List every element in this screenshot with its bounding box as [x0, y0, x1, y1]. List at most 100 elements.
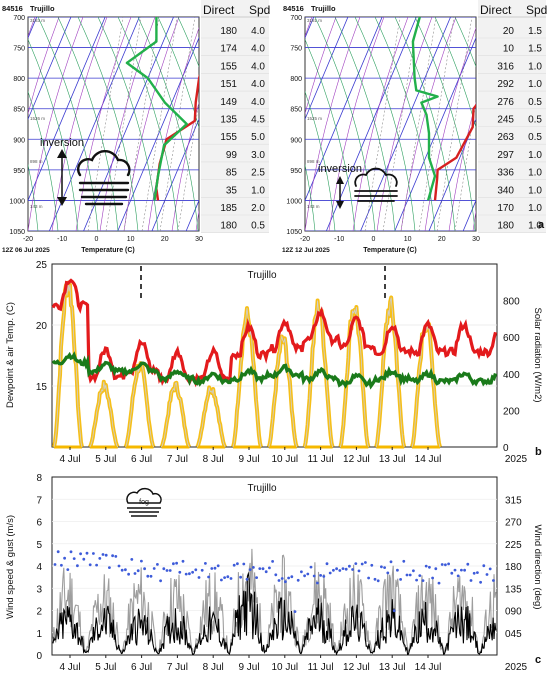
wind-speed-cell: 2.5	[251, 168, 265, 179]
wind-direction-point	[79, 552, 82, 556]
wind-direction-point	[338, 569, 342, 572]
wind-direction-point	[72, 557, 76, 560]
panel-b-ylabel-left: Dewpoint & air Temp. (C)	[5, 302, 16, 408]
wind-direction-cell: 99	[226, 150, 238, 161]
wind-speed-cell: 4.0	[251, 44, 265, 55]
wind-direction-point	[469, 579, 473, 582]
wind-direction-point	[232, 563, 236, 567]
wind-direction-point	[248, 568, 252, 571]
wind-direction-point	[344, 567, 348, 571]
wind-speed-cell: 4.0	[251, 79, 265, 90]
dry-adiabat	[352, 17, 409, 231]
pressure-tick-label: 1050	[286, 229, 302, 236]
wind-speed-cell: 1.0	[528, 79, 542, 90]
wind-speed-cell: 0.5	[528, 115, 542, 126]
x-tick-label: 5 Jul	[95, 454, 116, 465]
wind-direction-point	[412, 569, 415, 573]
wind-direction-point	[274, 573, 278, 577]
wind-direction-point	[460, 568, 463, 572]
left-tick-label: 0	[36, 651, 42, 662]
moist-adiabat	[28, 90, 59, 231]
solar-radiation-highlight	[375, 297, 405, 448]
isotherm	[117, 36, 199, 231]
wind-table-header-direction: Direct	[480, 3, 512, 17]
wind-direction-point	[415, 578, 418, 582]
wind-direction-point	[85, 551, 89, 555]
wind-speed-cell: 4.0	[251, 26, 265, 37]
x-tick-label: 14 Jul	[415, 662, 442, 673]
solar-radiation-highlight	[161, 382, 190, 448]
wind-direction-cell: 149	[220, 97, 237, 108]
pressure-tick-label: 800	[13, 76, 25, 83]
mixing-ratio	[400, 17, 437, 231]
wind-direction-point	[220, 578, 223, 582]
wind-direction-point	[364, 561, 367, 564]
wind-direction-point	[370, 563, 374, 567]
wind-direction-point	[277, 579, 281, 582]
right-tick-label: 045	[505, 629, 522, 640]
x-tick-label: 9 Jul	[238, 454, 259, 465]
wind-direction-point	[408, 573, 412, 577]
mixing-ratio	[123, 17, 160, 231]
wind-speed-cell: 4.0	[251, 61, 265, 72]
dry-adiabat	[28, 17, 84, 231]
right-tick-label: 0	[503, 443, 509, 454]
wind-direction-point	[104, 553, 108, 557]
wind-direction-point	[82, 557, 86, 561]
solar-radiation-highlight	[89, 381, 119, 448]
isotherm	[394, 36, 476, 231]
wind-direction-point	[178, 570, 182, 574]
left-tick-label: 6	[36, 518, 42, 529]
wind-direction-point	[117, 564, 121, 568]
pressure-tick-label: 1000	[9, 198, 25, 205]
wind-direction-point	[204, 562, 207, 565]
wind-direction-point	[194, 568, 198, 572]
moist-adiabat	[177, 17, 199, 68]
x-tick-label: 8 Jul	[203, 662, 224, 673]
wind-direction-point	[140, 559, 143, 563]
wind-direction-point	[399, 578, 402, 581]
wind-direction-cell: 85	[226, 168, 238, 179]
wind-direction-point	[53, 563, 57, 566]
dry-adiabat	[376, 17, 433, 231]
mixing-ratio	[141, 17, 178, 231]
wind-direction-cell: 155	[220, 132, 237, 143]
wind-speed-cell: 1.5	[528, 26, 542, 37]
station-id-left: 84516	[2, 4, 23, 13]
solar-radiation-highlight	[125, 362, 154, 448]
right-tick-label: 600	[503, 333, 520, 344]
wind-direction-point	[236, 562, 239, 566]
wind-direction-cell: 185	[220, 203, 237, 214]
sounding-right: 84516 Trujillo 700 750 800 850 900 950 1000 105…	[282, 4, 480, 254]
wind-direction-point	[348, 564, 351, 568]
wind-direction-point	[63, 556, 66, 560]
wind-direction-point	[156, 563, 159, 566]
pressure-tick-label: 750	[13, 46, 25, 53]
wind-direction-point	[328, 571, 332, 575]
wind-direction-point	[223, 576, 227, 579]
wind-direction-point	[242, 562, 246, 566]
mixing-ratio	[436, 17, 473, 231]
sounding-left-series	[125, 17, 199, 201]
wind-direction-point	[303, 574, 306, 578]
wind-direction-point	[95, 563, 98, 567]
dry-adiabat	[448, 101, 476, 231]
wind-table-header-speed: Spd	[526, 3, 547, 17]
x-tick-label: 10 Jul	[271, 662, 298, 673]
wind-direction-point	[290, 575, 294, 579]
temp-tick-label: -20	[300, 236, 310, 243]
sounding-right-temp-ticks: -20 -10 0 10 20 30	[300, 236, 480, 243]
wind-direction-cell: 170	[497, 203, 514, 214]
pressure-tick-label: 1000	[286, 198, 302, 205]
wind-direction-point	[402, 559, 406, 563]
wind-direction-point	[466, 562, 470, 566]
wind-speed-cell: 4.0	[251, 97, 265, 108]
x-year-label: 2025	[505, 454, 528, 465]
temp-tick-label: 30	[195, 236, 203, 243]
wind-direction-point	[280, 577, 284, 580]
wind-direction-point	[431, 576, 434, 580]
x-tick-label: 11 Jul	[308, 662, 334, 673]
dry-adiabat	[305, 17, 361, 231]
wind-direction-point	[114, 555, 118, 558]
temp-tick-label: -20	[23, 236, 33, 243]
